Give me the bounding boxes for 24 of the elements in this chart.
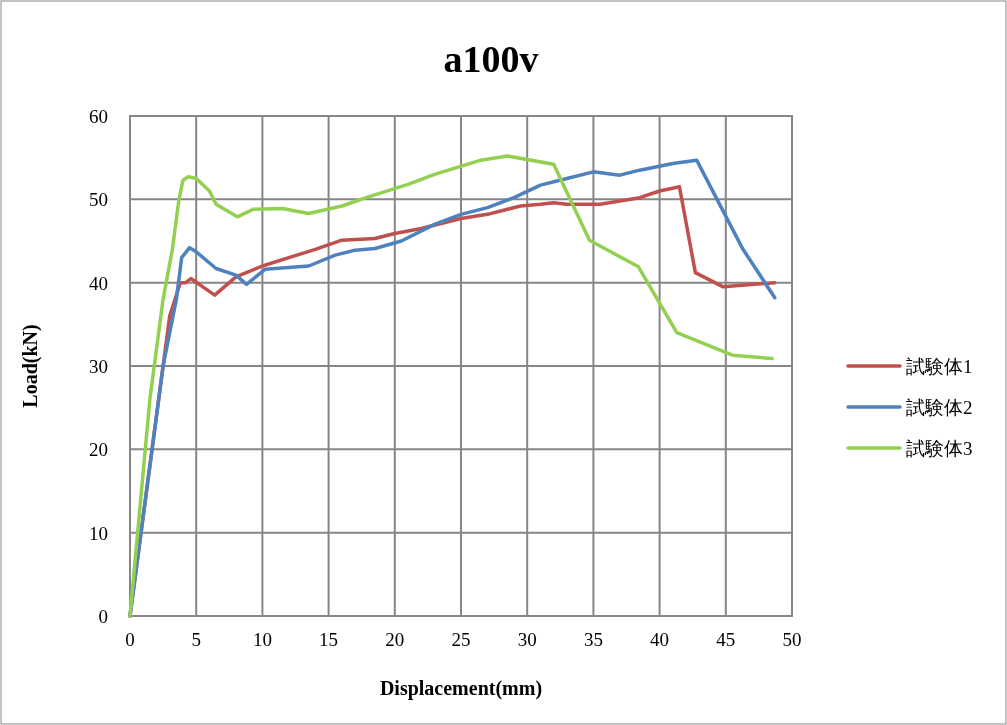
chart-title: a100v: [443, 38, 539, 80]
x-tick-label: 35: [583, 629, 603, 650]
y-tick-label: 60: [89, 106, 108, 127]
x-tick-label: 0: [125, 629, 135, 650]
y-tick-label: 0: [98, 606, 108, 627]
x-tick-label: 25: [451, 629, 471, 650]
x-tick-label: 5: [191, 629, 201, 650]
legend-label: 試験体2: [906, 397, 973, 418]
y-axis-title: Load(kN): [19, 324, 42, 408]
x-tick-label: 20: [385, 629, 405, 650]
x-axis-title: Displacement(mm): [379, 677, 543, 700]
legend-label: 試験体3: [906, 438, 973, 459]
y-tick-label: 10: [89, 522, 108, 544]
legend-label: 試験体1: [906, 356, 973, 377]
x-tick-label: 15: [319, 629, 339, 650]
y-tick-label: 40: [89, 272, 108, 294]
y-tick-label: 30: [89, 356, 108, 377]
x-tick-label: 10: [252, 629, 272, 650]
x-tick-label: 40: [650, 629, 670, 650]
x-tick-label: 45: [716, 629, 736, 650]
y-tick-label: 50: [89, 189, 108, 211]
x-tick-label: 30: [517, 629, 537, 650]
x-tick-label: 50: [782, 629, 802, 650]
y-tick-label: 20: [89, 439, 108, 461]
